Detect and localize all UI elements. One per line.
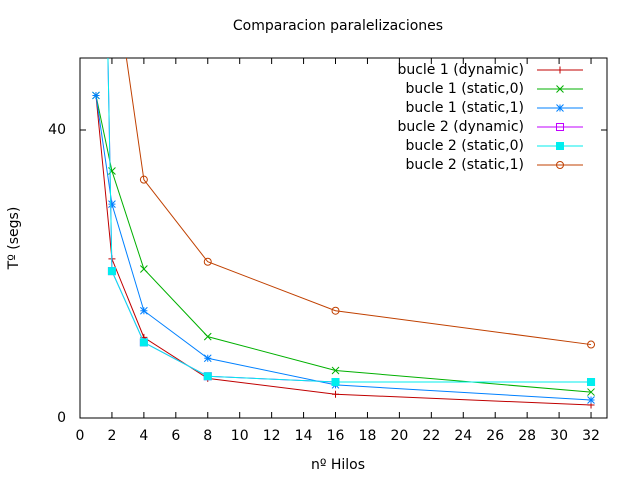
point [140, 306, 148, 315]
point [587, 388, 595, 396]
legend-marker [556, 66, 564, 74]
legend-marker [556, 123, 564, 131]
point [140, 265, 148, 273]
legend-marker [556, 104, 564, 112]
legend-label: bucle 1 (static,0) [406, 81, 525, 97]
legend-marker [556, 161, 565, 169]
point [331, 366, 340, 375]
x-tick-label: 10 [231, 428, 249, 444]
point [587, 340, 596, 349]
x-tick-label: 6 [171, 428, 180, 444]
plot-frame [79, 57, 608, 419]
point [203, 372, 212, 381]
y-tick-label: 40 [48, 122, 66, 138]
point [203, 257, 212, 266]
point [587, 378, 596, 386]
x-tick-label: 0 [76, 428, 85, 444]
x-tick-label: 32 [582, 428, 600, 444]
point [332, 390, 340, 398]
point [107, 267, 116, 276]
x-tick-label: 12 [263, 428, 281, 444]
x-axis-label: nº Hilos [311, 457, 365, 473]
y-axis-label: Tº (segs) [6, 207, 22, 271]
legend-label: bucle 2 (dynamic) [397, 119, 524, 135]
series-line [95, 95, 592, 406]
x-tick-label: 22 [422, 428, 440, 444]
x-tick-label: 18 [359, 428, 377, 444]
x-tick-label: 24 [454, 428, 472, 444]
point [139, 338, 148, 347]
legend-label: bucle 2 (static,1) [406, 157, 525, 173]
x-tick-label: 20 [390, 428, 408, 444]
series-line [125, 58, 592, 346]
legend-label: bucle 1 (static,1) [406, 100, 525, 116]
point [108, 167, 116, 175]
point [587, 396, 595, 404]
y-tick-label: 0 [57, 410, 66, 426]
x-tick-label: 2 [107, 428, 116, 444]
legend-marker [556, 142, 564, 150]
point [92, 91, 100, 100]
plot-area [92, 58, 596, 409]
x-tick-label: 4 [139, 428, 148, 444]
legend-label: bucle 2 (static,0) [406, 138, 525, 154]
series-line [95, 95, 592, 393]
point [139, 175, 148, 184]
chart-title: Comparacion paralelizaciones [233, 18, 443, 34]
series-line [107, 58, 592, 383]
x-tick-label: 26 [486, 428, 504, 444]
point [331, 378, 340, 386]
series-line [107, 58, 592, 383]
x-tick-label: 8 [203, 428, 212, 444]
legend-marker [556, 85, 564, 93]
point [108, 200, 116, 209]
legend-label: bucle 1 (dynamic) [397, 62, 524, 78]
x-tick-label: 30 [550, 428, 568, 444]
x-tick-label: 16 [327, 428, 345, 444]
point [331, 306, 340, 315]
x-tick-label: 14 [295, 428, 313, 444]
series-line [95, 95, 592, 401]
x-tick-label: 28 [518, 428, 536, 444]
point [203, 332, 212, 341]
point [203, 354, 212, 363]
